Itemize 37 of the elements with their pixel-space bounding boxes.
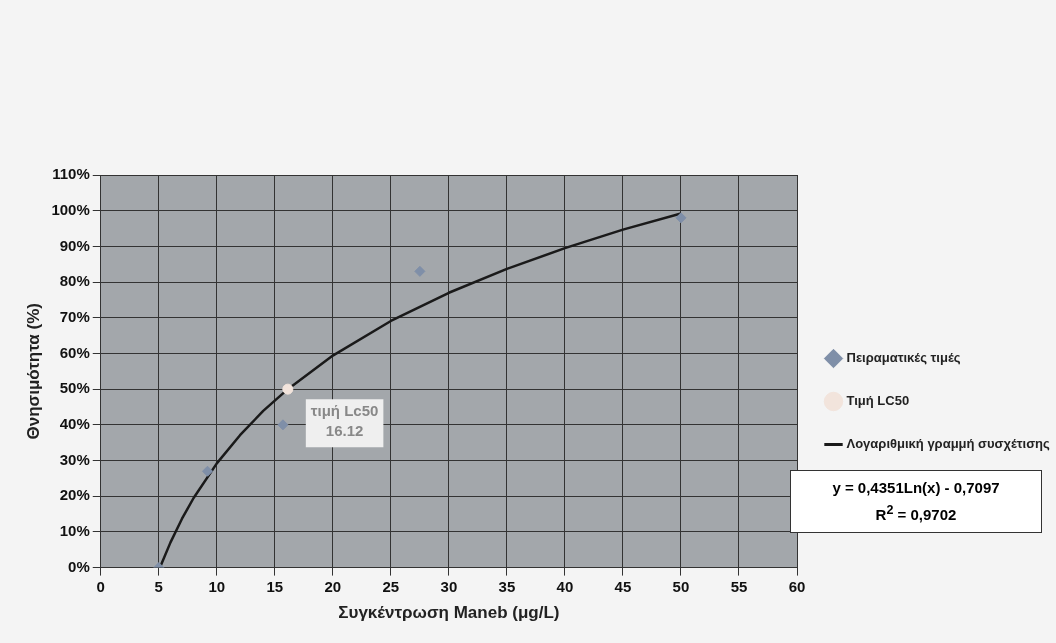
y-tick-label: 50% [59, 379, 90, 397]
y-axis-title: Θνησιμότητα (%) [23, 303, 43, 440]
point [282, 383, 294, 395]
x-tick-label: 55 [730, 577, 748, 595]
x-tick-label: 5 [154, 577, 163, 595]
x-tick-label: 45 [614, 577, 632, 595]
y-tick-label: 30% [59, 450, 90, 468]
point [202, 465, 214, 477]
y-tick-label: 40% [59, 414, 90, 432]
legend-label: Λογαριθμική γραμμή συσχέτισης [846, 436, 1051, 452]
x-tick-label: 10 [208, 577, 226, 595]
x-tick-label: 60 [788, 577, 806, 595]
x-tick-label: 20 [324, 577, 342, 595]
y-tick-label: 0% [68, 557, 90, 575]
y-tick-label: 10% [59, 522, 90, 540]
point [277, 419, 289, 431]
y-tick-label: 110% [52, 165, 90, 183]
x-tick-label: 0 [96, 577, 105, 595]
annotation: τιμή Lc50 16.12 [310, 401, 379, 439]
legend-label: Τιμή LC50 [846, 393, 910, 409]
point [675, 212, 687, 224]
x-tick-label: 40 [556, 577, 574, 595]
y-tick-label: 80% [59, 272, 90, 290]
point [414, 265, 426, 277]
y-tick-label: 90% [59, 236, 90, 254]
y-tick-label: 20% [59, 486, 90, 504]
x-tick-label: 30 [440, 577, 458, 595]
y-tick-label: 70% [59, 307, 90, 325]
y-tick-label: 100% [51, 200, 90, 218]
x-tick-label: 25 [382, 577, 400, 595]
legend-label: Πειραματικές τιμές [846, 350, 961, 366]
y-tick-label: 60% [59, 343, 90, 361]
x-tick-label: 15 [266, 577, 284, 595]
x-tick-label: 35 [498, 577, 516, 595]
text-box: y = 0,4351Ln(x) - 0,7097 R$^{2}$ = 0,9702 [790, 470, 1042, 533]
x-tick-label: 50 [672, 577, 690, 595]
x-axis-title: Συγκέντρωση Maneb (μg/L) [338, 603, 560, 623]
